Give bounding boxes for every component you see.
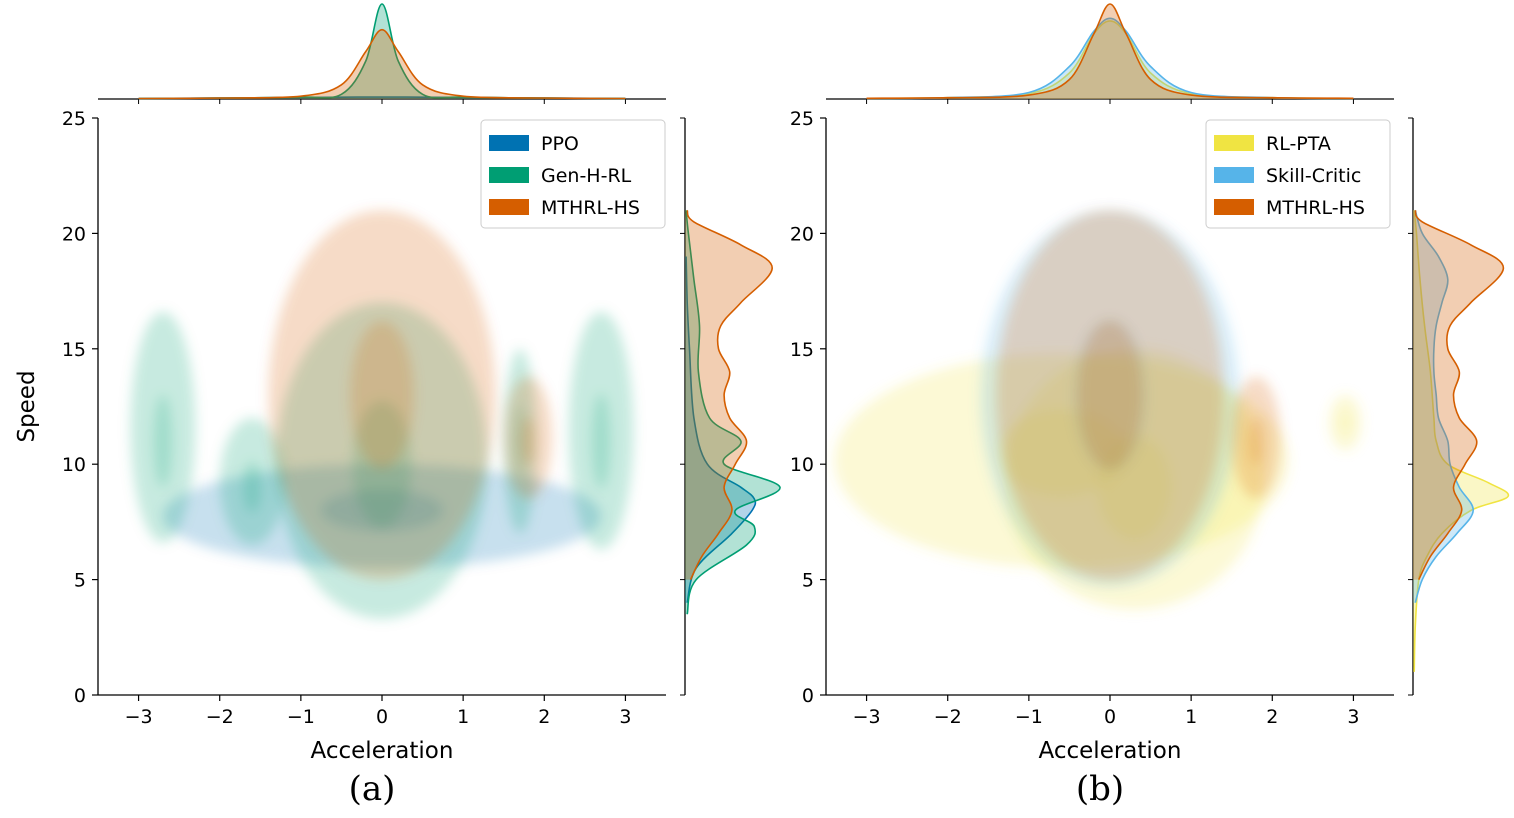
y-tick-label: 10	[790, 454, 814, 476]
marginal-x	[98, 3, 666, 104]
x-tick-label: 2	[1266, 706, 1278, 728]
marginal-y-area-1	[1413, 210, 1474, 603]
legend: PPO Gen-H-RL MTHRL-HS	[480, 119, 666, 229]
marginal-x-area-2	[866, 4, 1354, 99]
marginal-y-line-1	[1414, 210, 1475, 603]
marginal-y-line-0	[1413, 210, 1510, 672]
y-tick-label: 10	[62, 454, 86, 476]
marginal-y	[680, 117, 781, 696]
legend: RL-PTA Skill-Critic MTHRL-HS	[1205, 119, 1391, 229]
marginal-x-area-1	[866, 18, 1354, 99]
density-core	[1249, 416, 1263, 466]
legend-label: RL-PTA	[1266, 133, 1331, 155]
y-tick-label: 15	[790, 339, 814, 361]
legend-label: Gen-H-RL	[541, 165, 632, 187]
x-tick-label: −2	[934, 706, 962, 728]
marginal-y-area-2	[1413, 210, 1504, 580]
density-regions	[834, 210, 1362, 610]
legend-swatch	[1214, 167, 1254, 183]
y-tick-label: 0	[802, 685, 814, 707]
density-series-2	[996, 210, 1281, 580]
y-tick-label: 25	[790, 108, 814, 130]
density-core	[243, 461, 262, 513]
x-tick-label: 3	[619, 706, 631, 728]
legend-swatch	[489, 135, 529, 151]
legend-label: Skill-Critic	[1266, 165, 1361, 187]
x-tick-label: 0	[376, 706, 388, 728]
marginal-y-line-2	[1414, 209, 1505, 580]
marginal-y	[1408, 117, 1510, 696]
legend-swatch	[1214, 199, 1254, 215]
x-tick-label: 0	[1104, 706, 1116, 728]
x-tick-label: −3	[853, 706, 881, 728]
legend-swatch	[489, 167, 529, 183]
density-core	[521, 416, 535, 466]
legend-label: MTHRL-HS	[1266, 197, 1365, 219]
chart-panel-a: −3 −2 −1 0 1 2 3 0 5 10 15 20 25 Acceleration Speed PPO…	[14, 3, 781, 809]
marginal-y-line-2	[686, 209, 774, 580]
y-tick-label: 25	[62, 108, 86, 130]
marginal-x-area-0	[866, 20, 1354, 99]
panel-caption: (b)	[1076, 769, 1124, 809]
legend-swatch	[489, 199, 529, 215]
marginal-x-area-2	[138, 29, 626, 100]
marginal-x-line-2	[138, 28, 626, 100]
legend-swatch	[1214, 135, 1254, 151]
x-tick-label: −1	[287, 706, 315, 728]
y-tick-label: 5	[74, 570, 86, 592]
chart-panel-b: −3 −2 −1 0 1 2 3 0 5 10 15 20 25 Acceleration RL-PTA Sk…	[790, 3, 1510, 809]
x-tick-label: 1	[457, 706, 469, 728]
marginal-y-area-0	[1413, 210, 1509, 672]
y-tick-label: 0	[74, 685, 86, 707]
density-core	[350, 321, 414, 469]
x-tick-label: 2	[538, 706, 550, 728]
y-tick-label: 15	[62, 339, 86, 361]
legend-label: PPO	[541, 133, 579, 155]
x-tick-label: −1	[1015, 706, 1043, 728]
density-core	[1340, 411, 1350, 434]
marginal-x-area-1	[138, 4, 626, 99]
y-axis-title: Speed	[14, 370, 40, 442]
x-tick-label: −3	[125, 706, 153, 728]
marginal-x	[826, 3, 1394, 104]
density-core	[591, 393, 611, 489]
density-core	[1078, 321, 1142, 469]
x-axis-title: Acceleration	[311, 738, 454, 764]
y-tick-label: 20	[62, 223, 86, 245]
marginal-y-line-0	[685, 256, 757, 603]
marginal-x-line-2	[866, 3, 1354, 100]
legend-label: MTHRL-HS	[541, 197, 640, 219]
panel-caption: (a)	[349, 769, 396, 809]
x-tick-label: 3	[1347, 706, 1359, 728]
x-tick-label: −2	[206, 706, 234, 728]
marginal-y-area-2	[685, 210, 773, 580]
density-core	[153, 394, 173, 488]
marginal-y-area-1	[685, 210, 781, 615]
marginal-y-line-1	[685, 210, 781, 615]
x-tick-label: 1	[1185, 706, 1197, 728]
y-tick-label: 5	[802, 570, 814, 592]
x-axis-title: Acceleration	[1039, 738, 1182, 764]
density-regions	[130, 210, 634, 619]
y-tick-label: 20	[790, 223, 814, 245]
density-series-2	[268, 210, 553, 580]
